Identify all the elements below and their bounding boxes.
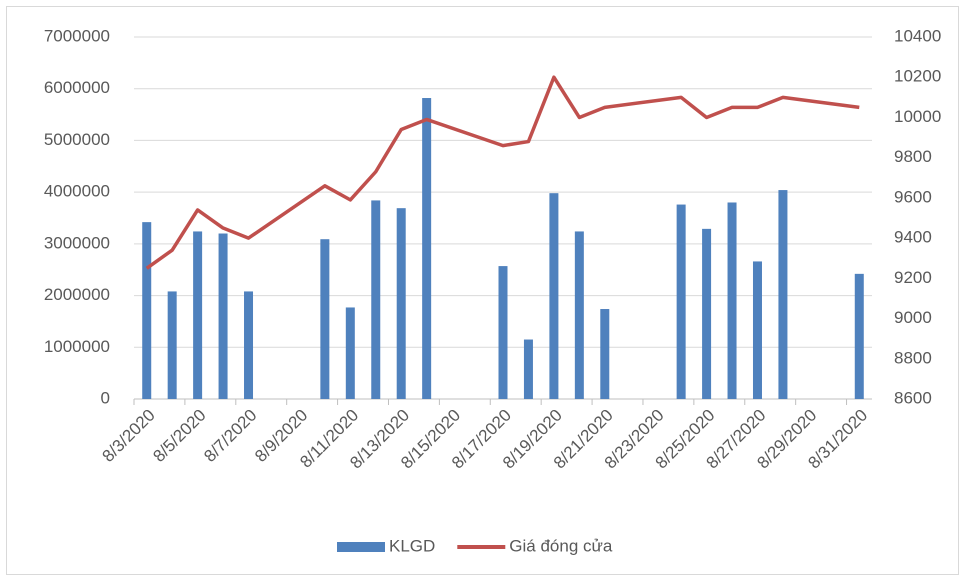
- y-tick-label: 4000000: [44, 182, 110, 201]
- bar: [498, 266, 508, 399]
- bar: [218, 233, 228, 399]
- bar: [396, 208, 406, 399]
- bar: [142, 222, 152, 399]
- y2-tick-label: 10000: [894, 107, 941, 126]
- bar: [854, 273, 864, 399]
- y2-tick-label: 9400: [894, 228, 932, 247]
- y-tick-label: 2000000: [44, 285, 110, 304]
- bar: [600, 309, 610, 399]
- bar: [727, 202, 737, 399]
- y-tick-label: 3000000: [44, 233, 110, 252]
- bar: [422, 98, 432, 399]
- bar: [193, 231, 203, 399]
- y-tick-label: 7000000: [44, 26, 110, 45]
- y2-tick-label: 9800: [894, 147, 932, 166]
- line: [145, 75, 860, 270]
- y2-tick-label: 9600: [894, 187, 932, 206]
- bar: [371, 200, 381, 399]
- y-tick-label: 0: [101, 388, 110, 407]
- bar: [167, 291, 177, 399]
- bar: [320, 239, 330, 399]
- y2-tick-label: 8800: [894, 348, 932, 367]
- legend-label: KLGD: [389, 536, 435, 555]
- legend-label: Giá đóng cửa: [509, 536, 613, 555]
- bar: [676, 204, 686, 399]
- bar: [244, 291, 254, 399]
- y-tick-label: 1000000: [44, 337, 110, 356]
- bar: [523, 339, 533, 399]
- bar: [752, 261, 762, 399]
- bar: [574, 231, 584, 399]
- bar: [702, 228, 712, 399]
- y-tick-label: 5000000: [44, 130, 110, 149]
- legend-swatch: [337, 542, 385, 552]
- y2-tick-label: 9000: [894, 308, 932, 327]
- y2-tick-label: 10400: [894, 26, 941, 45]
- y2-tick-label: 8600: [894, 388, 932, 407]
- y-tick-label: 6000000: [44, 78, 110, 97]
- y2-tick-label: 10200: [894, 67, 941, 86]
- bar: [549, 193, 559, 399]
- bar: [778, 190, 788, 399]
- bar: [345, 307, 355, 399]
- y2-tick-label: 9200: [894, 268, 932, 287]
